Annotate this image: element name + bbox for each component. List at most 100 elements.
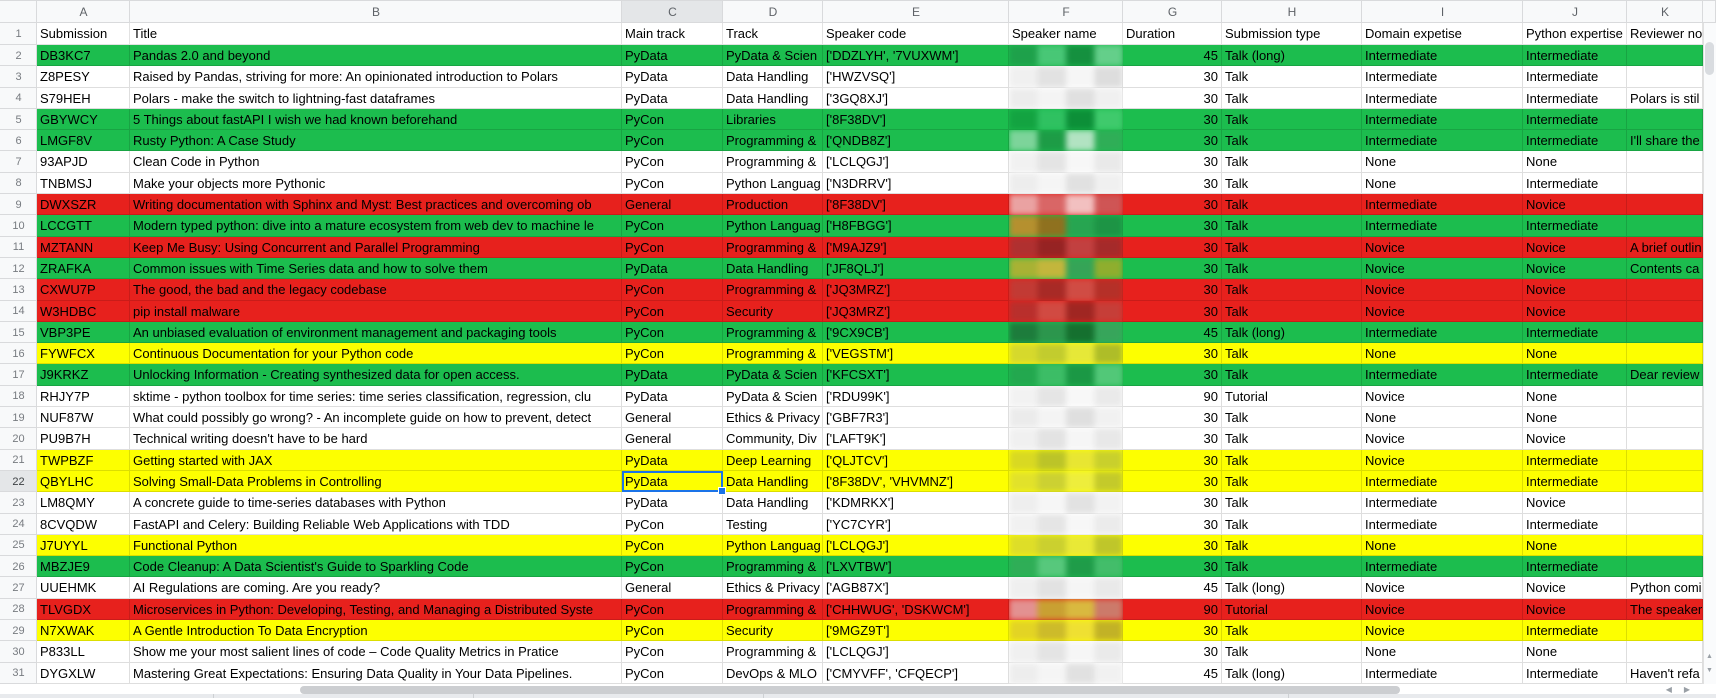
cell-type[interactable]: Talk (long) — [1222, 321, 1362, 344]
cell-track[interactable]: Testing — [723, 513, 823, 535]
cell-title[interactable]: Rusty Python: A Case Study — [130, 130, 622, 152]
cell-type[interactable]: Tutorial — [1222, 385, 1362, 408]
cell-main[interactable]: General — [622, 407, 723, 429]
cell-python[interactable]: Novice — [1523, 492, 1627, 514]
cell-note[interactable] — [1627, 45, 1703, 67]
cell-track[interactable]: Data Handling — [723, 470, 823, 493]
cell-code[interactable]: ['QNDB8Z'] — [823, 130, 1009, 152]
cell-name[interactable] — [1009, 385, 1123, 408]
cell-code[interactable]: ['KFCSXT'] — [823, 364, 1009, 386]
cell-note[interactable]: Contents ca — [1627, 257, 1703, 280]
cell-code[interactable]: ['LAFT9K'] — [823, 428, 1009, 450]
cell-a[interactable]: CXWU7P — [37, 279, 130, 301]
cell-code[interactable]: ['H8FBGG'] — [823, 215, 1009, 237]
cell-domain[interactable]: Novice — [1362, 620, 1523, 642]
cell-note[interactable] — [1627, 300, 1703, 322]
cell-code[interactable]: ['QLJTCV'] — [823, 449, 1009, 471]
cell-code[interactable]: ['DDZLYH', '7VUXWM'] — [823, 45, 1009, 67]
cell-type[interactable]: Talk — [1222, 641, 1362, 663]
row-number[interactable]: 3 — [0, 66, 37, 88]
cell-python[interactable]: None — [1523, 641, 1627, 663]
cell-track[interactable]: Programming & — [723, 236, 823, 258]
cell-note[interactable] — [1627, 492, 1703, 514]
cell-name[interactable] — [1009, 534, 1123, 557]
cell-python[interactable]: Intermediate — [1523, 449, 1627, 471]
column-header-g[interactable]: G — [1123, 0, 1222, 23]
row-number[interactable]: 13 — [0, 279, 37, 301]
cell-python[interactable]: None — [1523, 343, 1627, 365]
cell-a[interactable]: MBZJE9 — [37, 556, 130, 578]
cell-type[interactable]: Talk — [1222, 108, 1362, 131]
cell-python[interactable]: Novice — [1523, 279, 1627, 301]
cell-name[interactable] — [1009, 449, 1123, 471]
cell-a[interactable]: LM8QMY — [37, 492, 130, 514]
cell-note[interactable]: I'll share the — [1627, 130, 1703, 152]
cell-name[interactable] — [1009, 151, 1123, 173]
row-number[interactable]: 17 — [0, 364, 37, 386]
cell-type[interactable]: Talk — [1222, 534, 1362, 557]
cell-title[interactable]: An unbiased evaluation of environment ma… — [130, 321, 622, 344]
cell-track[interactable]: Data Handling — [723, 492, 823, 514]
row-number[interactable]: 9 — [0, 194, 37, 216]
cell-python[interactable]: None — [1523, 385, 1627, 408]
cell-a[interactable]: GBYWCY — [37, 108, 130, 131]
cell-python[interactable]: Intermediate — [1523, 66, 1627, 88]
cell-main[interactable]: PyCon — [622, 172, 723, 195]
scroll-left-icon[interactable]: ◀ — [1665, 685, 1684, 694]
cell-domain[interactable]: None — [1362, 172, 1523, 195]
cell-note[interactable]: The speaker — [1627, 598, 1703, 621]
column-header-k[interactable]: K — [1627, 0, 1703, 23]
cell-code[interactable]: ['JF8QLJ'] — [823, 257, 1009, 280]
cell-a[interactable]: ZRAFKA — [37, 257, 130, 280]
cell-main[interactable]: PyData — [622, 470, 726, 496]
cell-a[interactable]: 8CVQDW — [37, 513, 130, 535]
cell-python[interactable]: None — [1523, 407, 1627, 429]
cell-dur[interactable]: 30 — [1123, 407, 1222, 429]
cell-main[interactable]: PyCon — [622, 534, 723, 557]
cell-domain[interactable]: Intermediate — [1362, 130, 1523, 152]
header-cell-track[interactable]: Track — [723, 23, 823, 45]
cell-domain[interactable]: Novice — [1362, 300, 1523, 322]
cell-note[interactable] — [1627, 108, 1703, 131]
row-number[interactable]: 16 — [0, 343, 37, 365]
cell-main[interactable]: PyCon — [622, 598, 723, 621]
cell-domain[interactable]: None — [1362, 151, 1523, 173]
cell-domain[interactable]: None — [1362, 407, 1523, 429]
cell-type[interactable]: Tutorial — [1222, 598, 1362, 621]
cell-code[interactable]: ['N3DRRV'] — [823, 172, 1009, 195]
vertical-scrollbar-thumb[interactable] — [1705, 42, 1714, 75]
cell-track[interactable]: Data Handling — [723, 87, 823, 109]
cell-note[interactable] — [1627, 343, 1703, 365]
cell-title[interactable]: Keep Me Busy: Using Concurrent and Paral… — [130, 236, 622, 258]
cell-main[interactable]: PyCon — [622, 620, 723, 642]
cell-main[interactable]: PyData — [622, 66, 723, 88]
cell-a[interactable]: TNBMSJ — [37, 172, 130, 195]
cell-code[interactable]: ['RDU99K'] — [823, 385, 1009, 408]
cell-track[interactable]: Python Languag — [723, 215, 823, 237]
cell-a[interactable]: P833LL — [37, 641, 130, 663]
cell-code[interactable]: ['GBF7R3'] — [823, 407, 1009, 429]
cell-track[interactable]: Community, Div — [723, 428, 823, 450]
cell-dur[interactable]: 30 — [1123, 534, 1222, 557]
cell-type[interactable]: Talk — [1222, 215, 1362, 237]
cell-python[interactable]: Novice — [1523, 257, 1627, 280]
cell-title[interactable]: Make your objects more Pythonic — [130, 172, 622, 195]
header-cell-domain_expertise[interactable]: Domain expetise — [1362, 23, 1523, 45]
cell-a[interactable]: PU9B7H — [37, 428, 130, 450]
cell-a[interactable]: S79HEH — [37, 87, 130, 109]
row-number[interactable]: 24 — [0, 513, 37, 535]
cell-name[interactable] — [1009, 236, 1123, 258]
cell-type[interactable]: Talk — [1222, 364, 1362, 386]
cell-title[interactable]: Polars - make the switch to lightning-fa… — [130, 87, 622, 109]
column-header-f[interactable]: F — [1009, 0, 1123, 23]
cell-domain[interactable]: Intermediate — [1362, 87, 1523, 109]
cell-title[interactable]: The good, the bad and the legacy codebas… — [130, 279, 622, 301]
selection-fill-handle[interactable] — [718, 487, 726, 496]
cell-python[interactable]: Intermediate — [1523, 45, 1627, 67]
cell-title[interactable]: Common issues with Time Series data and … — [130, 257, 622, 280]
cell-title[interactable]: AI Regulations are coming. Are you ready… — [130, 577, 622, 599]
cell-note[interactable]: Dear review — [1627, 364, 1703, 386]
cell-name[interactable] — [1009, 577, 1123, 599]
cell-track[interactable]: Production — [723, 194, 823, 216]
cell-name[interactable] — [1009, 194, 1123, 216]
